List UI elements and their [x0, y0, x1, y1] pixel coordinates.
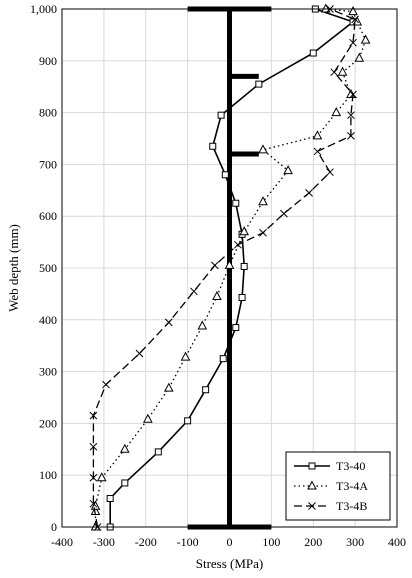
y-tick-label: 400: [39, 313, 57, 327]
data-point-square: [219, 355, 227, 363]
data-point-square: [221, 171, 229, 179]
data-point-x: [351, 15, 359, 24]
data-point-x: [330, 68, 339, 77]
data-point-triangle: [337, 66, 348, 76]
y-tick-label: 500: [39, 261, 57, 275]
y-tick-label: 600: [39, 209, 57, 223]
y-tick-label: 100: [39, 468, 57, 482]
data-point-triangle: [307, 480, 317, 490]
data-point-x: [349, 90, 357, 99]
x-tick-label: 100: [262, 535, 280, 549]
y-tick-label: 200: [39, 416, 57, 430]
data-point-x: [102, 380, 110, 389]
data-point-triangle: [197, 320, 208, 330]
data-point-square: [217, 111, 225, 119]
legend-label: T3-4A: [336, 479, 368, 493]
legend-item: T3-4B: [294, 499, 367, 513]
y-tick-label: 900: [39, 54, 57, 68]
x-tick-label: 200: [304, 535, 322, 549]
data-point-x: [326, 168, 334, 177]
data-point-square: [154, 448, 162, 456]
data-point-x: [89, 499, 98, 508]
x-axis-label: Stress (MPa): [196, 556, 264, 571]
y-tick-label: 700: [39, 157, 57, 171]
data-point-square: [240, 262, 248, 270]
data-point-x: [190, 287, 198, 296]
data-point-triangle: [119, 443, 130, 453]
data-point-triangle: [239, 226, 249, 236]
data-point-square: [202, 386, 210, 394]
legend-item: T3-4A: [294, 479, 368, 493]
data-point-square: [255, 80, 263, 88]
data-point-x: [210, 261, 219, 270]
x-tick-label: -200: [135, 535, 157, 549]
data-point-triangle: [180, 351, 191, 361]
x-tick-label: 0: [227, 535, 233, 549]
data-point-x: [89, 442, 98, 451]
y-tick-labels: 0 100 200 300 400 500 600 700 800 900 1,000: [30, 2, 57, 534]
data-point-square: [308, 462, 316, 470]
legend: T3-40 T3-4A T3-4B: [285, 451, 391, 521]
data-point-square: [309, 49, 317, 57]
data-point-square: [238, 294, 246, 302]
data-point-square: [184, 417, 192, 425]
data-point-x: [135, 349, 144, 358]
legend-label: T3-4B: [336, 499, 367, 513]
data-point-x: [349, 38, 357, 47]
data-point-triangle: [348, 6, 358, 16]
data-point-triangle: [331, 107, 342, 117]
data-point-triangle: [283, 165, 293, 175]
legend-item: T3-40: [294, 459, 365, 473]
x-tick-label: 300: [346, 535, 364, 549]
data-point-triangle: [258, 144, 268, 154]
data-point-triangle: [320, 3, 331, 13]
data-point-x: [347, 132, 355, 140]
data-point-square: [232, 199, 240, 207]
y-tick-label: 0: [51, 520, 57, 534]
y-tick-label: 800: [39, 106, 57, 120]
data-point-x: [89, 473, 98, 482]
data-point-x: [89, 411, 98, 420]
x-tick-label: -400: [51, 535, 73, 549]
y-tick-label: 300: [39, 365, 57, 379]
x-tick-label: -300: [93, 535, 115, 549]
data-point-triangle: [258, 196, 268, 206]
data-point-triangle: [354, 52, 365, 62]
data-point-square: [121, 479, 129, 487]
data-point-triangle: [312, 130, 323, 140]
data-point-x: [308, 502, 316, 510]
data-point-square: [106, 495, 114, 503]
data-point-square: [209, 142, 217, 150]
data-point-x: [305, 189, 313, 197]
data-point-x: [259, 228, 267, 237]
x-tick-label: -100: [177, 535, 199, 549]
data-point-triangle: [163, 382, 174, 392]
data-point-triangle: [360, 34, 371, 44]
data-point-x: [280, 209, 288, 218]
data-point-x: [313, 147, 322, 156]
y-tick-label: 1,000: [30, 2, 57, 16]
legend-label: T3-40: [336, 459, 365, 473]
data-point-x: [234, 240, 242, 249]
data-point-triangle: [212, 290, 222, 300]
data-point-triangle: [224, 259, 235, 269]
data-point-x: [347, 111, 355, 120]
y-axis-label: Web depth (mm): [6, 224, 21, 312]
series-t3-4b: [89, 5, 359, 531]
plot-frame: [61, 8, 398, 528]
x-tick-labels: -400 -300 -200 -100 0 100 200 300 400: [51, 535, 406, 549]
data-point-triangle: [96, 472, 107, 482]
data-series: [89, 3, 371, 531]
data-point-triangle: [143, 413, 153, 423]
data-point-x: [164, 318, 173, 327]
data-point-square: [232, 324, 240, 332]
x-tick-label: 400: [388, 535, 406, 549]
